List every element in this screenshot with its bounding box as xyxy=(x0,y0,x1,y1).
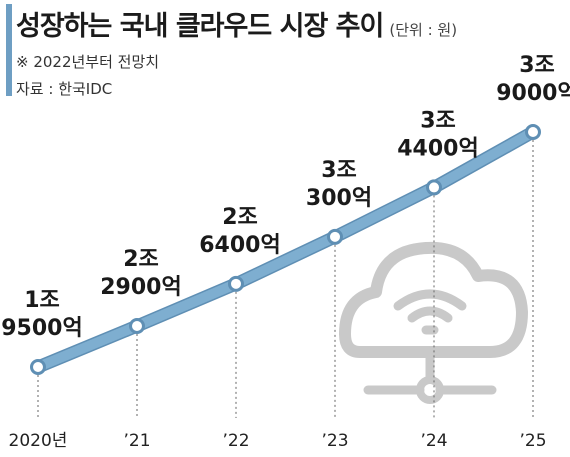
data-point xyxy=(30,359,46,375)
chart-header: 성장하는 국내 클라우드 시장 추이 (단위 : 원) ※ 2022년부터 전망… xyxy=(6,4,457,99)
x-tick-label: ’24 xyxy=(420,431,447,451)
data-point xyxy=(129,318,145,335)
data-label: 1조 9500억 xyxy=(1,288,82,341)
forecast-note: ※ 2022년부터 전망치 xyxy=(16,53,160,71)
data-point xyxy=(228,275,244,292)
data-label: 2조 2900억 xyxy=(100,247,181,300)
chart-title: 성장하는 국내 클라우드 시장 추이 xyxy=(16,11,384,42)
data-label: 3조 4400억 xyxy=(397,108,478,161)
unit-label: (단위 : 원) xyxy=(389,21,458,39)
x-tick-label: ’23 xyxy=(321,431,348,451)
data-label: 3조 9000억 xyxy=(496,53,570,106)
series-line xyxy=(33,127,538,372)
source-label: 자료 : 한국IDC xyxy=(16,80,113,98)
data-label: 3조 300억 xyxy=(306,158,372,211)
data-label: 2조 6400억 xyxy=(199,205,280,258)
x-tick-label: ’25 xyxy=(519,431,546,451)
x-tick-label: ’22 xyxy=(222,431,249,451)
accent-bar xyxy=(6,4,12,96)
x-tick-label: ’21 xyxy=(123,431,150,451)
data-point xyxy=(525,124,541,140)
data-point xyxy=(327,228,343,245)
data-point xyxy=(426,179,442,196)
cloud-network-icon xyxy=(339,241,528,404)
x-tick-label: 2020년 xyxy=(9,431,68,451)
